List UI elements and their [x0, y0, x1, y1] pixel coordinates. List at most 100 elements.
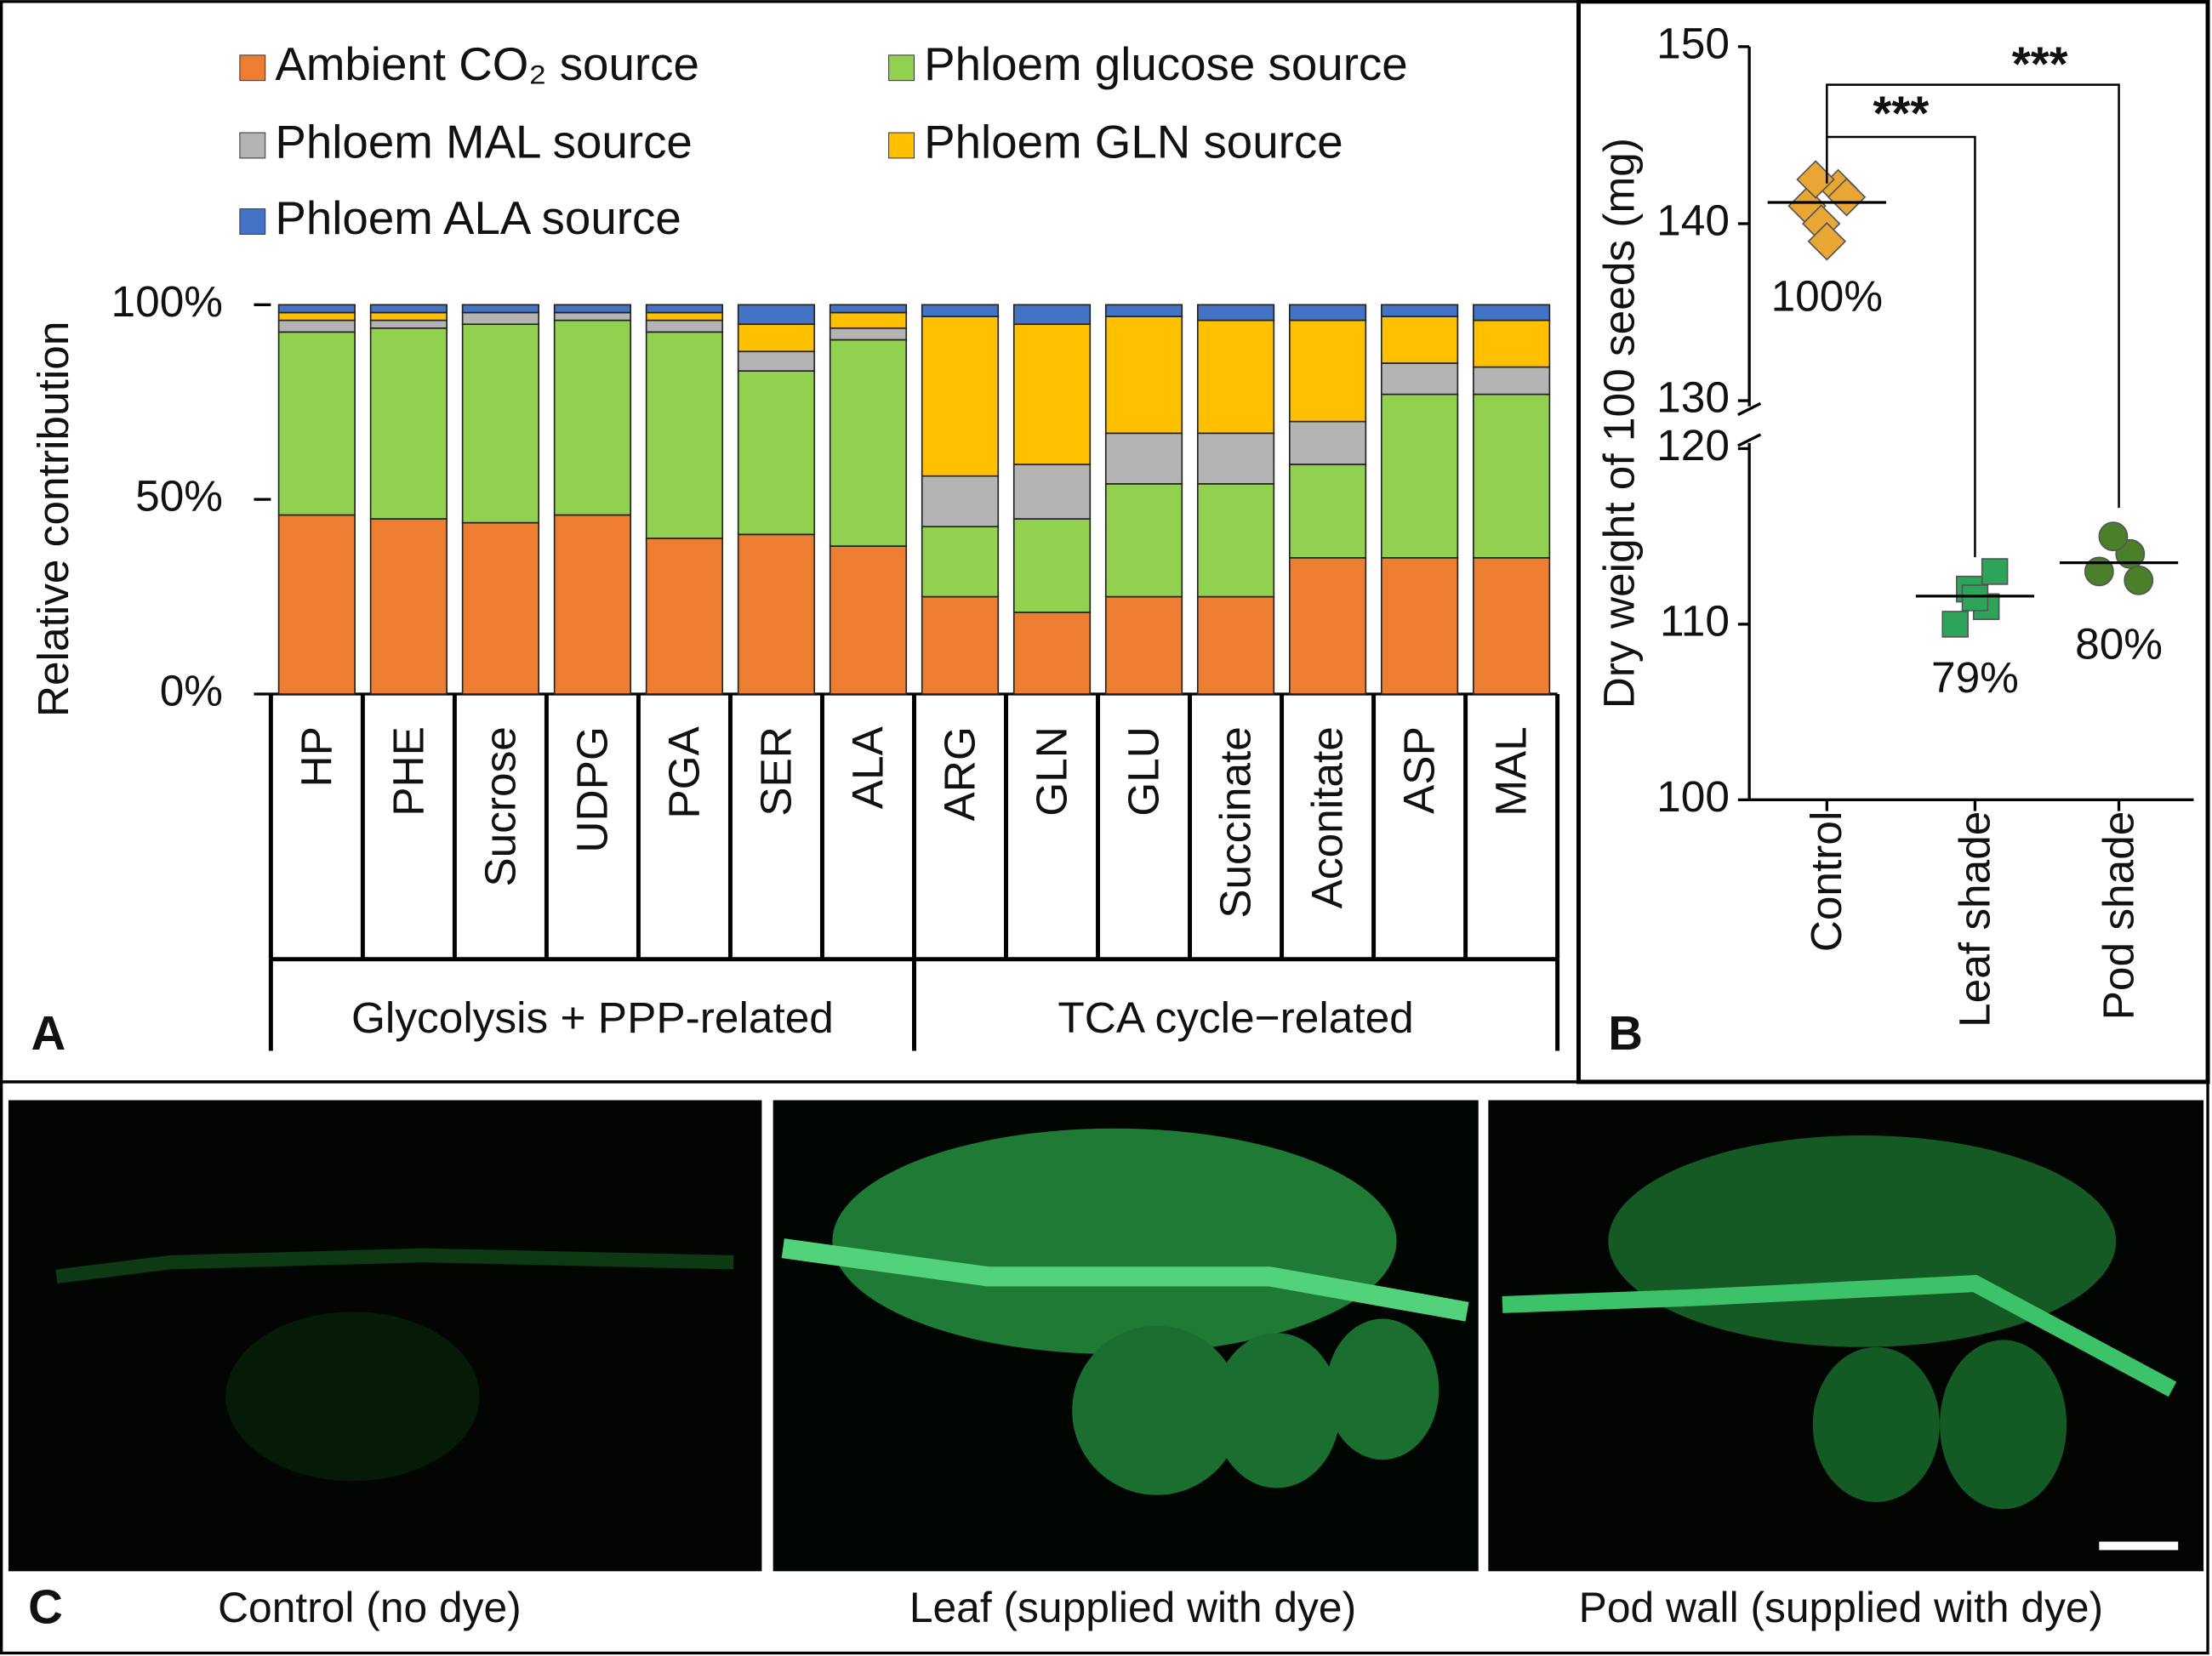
x-tick-label: Aconitate	[1302, 726, 1351, 908]
bar-segment	[829, 311, 908, 329]
bar-segment	[1104, 432, 1183, 485]
legend-label: Phloem MAL source	[275, 115, 693, 168]
seed	[225, 1312, 480, 1482]
y-axis-title: Relative contribution	[28, 322, 77, 718]
bar-segment	[1012, 464, 1092, 520]
point	[1807, 222, 1847, 261]
bar-segment	[277, 331, 356, 516]
value-label: 80%	[2075, 619, 2163, 669]
bar-segment	[737, 304, 816, 326]
x-tick-label: UDPG	[567, 726, 616, 852]
seed	[1213, 1333, 1341, 1488]
pod-stem	[1502, 1275, 2177, 1397]
bar-segment	[1288, 464, 1367, 559]
bar-segment	[1288, 420, 1367, 465]
bar-segment	[369, 311, 448, 322]
bar-segment	[369, 327, 448, 520]
bar-segment	[1012, 518, 1092, 613]
bar-segment	[553, 311, 632, 322]
bar-segment	[461, 304, 540, 314]
seed	[1939, 1340, 2067, 1510]
significance: ***	[2012, 37, 2068, 91]
pod-wall	[832, 1128, 1397, 1354]
significance: ***	[1873, 87, 1929, 140]
point	[1981, 558, 2009, 585]
bar-segment	[553, 319, 632, 516]
photo-caption: Leaf (supplied with dye)	[909, 1584, 1356, 1631]
bar-segment	[645, 331, 724, 539]
y-tick-label: 140	[1656, 196, 1730, 245]
bar-segment	[1196, 319, 1275, 435]
bar-segment	[921, 475, 1000, 528]
y-tick-label: 100%	[111, 276, 223, 326]
x-tick-label: Pod shade	[2093, 811, 2142, 1021]
bar-segment	[645, 538, 724, 695]
bar-segment	[277, 311, 356, 322]
bar-segment	[829, 339, 908, 547]
bar-segment	[1104, 316, 1183, 435]
bar-segment	[369, 304, 448, 314]
x-tick-label: Control	[1801, 811, 1850, 953]
bar-segment	[277, 304, 356, 314]
bar-segment	[1288, 304, 1367, 322]
legend-swatch	[239, 132, 266, 159]
photo-caption: Control (no dye)	[218, 1584, 522, 1631]
legend-swatch	[239, 54, 266, 82]
bar-segment	[553, 304, 632, 314]
bar-segment	[921, 316, 1000, 477]
group-label: Glycolysis + PPP-related	[351, 993, 834, 1042]
bar-segment	[1380, 362, 1459, 396]
bar-segment	[1012, 612, 1092, 695]
x-tick-label: Leaf shade	[1949, 811, 1998, 1027]
bar-segment	[645, 311, 724, 322]
bar-segment	[1473, 304, 1551, 322]
bar-segment	[1380, 556, 1459, 695]
y-axis-title: Dry weight of 100 seeds (mg)	[1593, 138, 1643, 708]
bar-segment	[829, 545, 908, 695]
legend-label: Phloem GLN source	[924, 115, 1343, 168]
y-tick-label: 130	[1656, 373, 1730, 422]
pod-stem	[781, 1238, 1469, 1322]
point	[1941, 611, 1969, 638]
point	[1961, 584, 1989, 612]
seed	[1812, 1346, 1940, 1503]
bar-segment	[1473, 366, 1551, 396]
legend-label: Ambient CO₂ source	[275, 37, 699, 90]
pod-stem	[55, 1248, 734, 1284]
value-label: 79%	[1931, 652, 2019, 702]
x-tick-label: ALA	[842, 726, 892, 809]
bar-segment	[1196, 304, 1275, 322]
bar-segment	[1473, 393, 1551, 559]
x-tick-label: ARG	[934, 726, 983, 821]
x-tick-label: PHE	[383, 726, 432, 817]
bar-segment	[1380, 316, 1459, 364]
x-tick-label: Sucrose	[475, 726, 524, 887]
bar-segment	[1196, 595, 1275, 695]
x-tick-label: HP	[291, 726, 340, 787]
seed	[1325, 1318, 1440, 1460]
legend-swatch	[239, 208, 266, 235]
bar-segment	[1012, 323, 1092, 465]
x-tick-label: GLN	[1026, 726, 1075, 817]
axis-break	[1737, 401, 1762, 447]
seed	[1072, 1325, 1242, 1495]
bar-segment	[1288, 319, 1367, 423]
point	[2084, 556, 2114, 587]
panel-label: B	[1608, 1006, 1643, 1060]
bar-segment	[461, 311, 540, 326]
x-tick-label: MAL	[1485, 726, 1535, 817]
bracket	[1827, 135, 1976, 558]
y-tick-label: 100	[1656, 771, 1730, 821]
legend-swatch	[888, 132, 915, 159]
bar-segment	[921, 304, 1000, 317]
bracket	[1826, 83, 2120, 509]
x-tick-label: SER	[750, 726, 800, 817]
bar-segment	[1380, 304, 1459, 317]
y-tick-label: 110	[1660, 595, 1730, 645]
x-tick-label: PGA	[658, 726, 708, 818]
bar-segment	[461, 521, 540, 695]
bar-segment	[1196, 432, 1275, 485]
bar-segment	[1473, 319, 1551, 368]
